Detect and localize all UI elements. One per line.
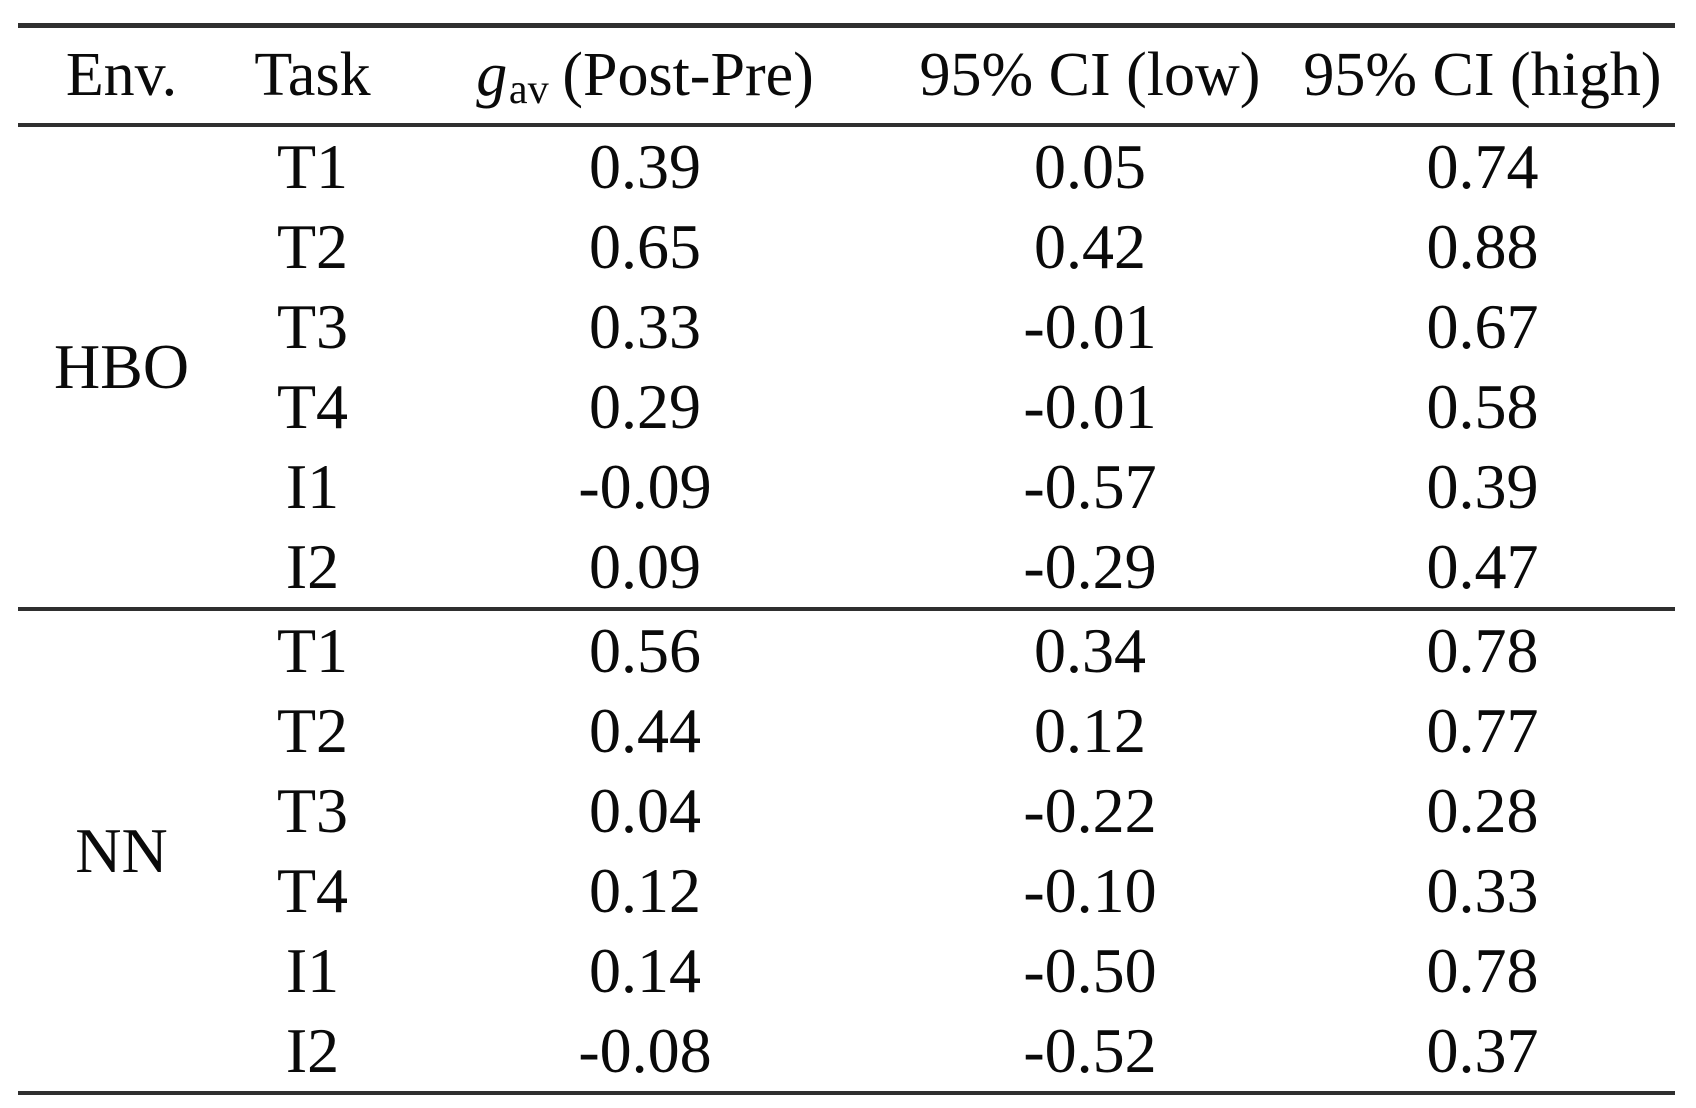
task-cell: T3 bbox=[276, 291, 349, 362]
ci-low-cell: 0.12 bbox=[1034, 695, 1146, 766]
ci-high-cell: 0.74 bbox=[1426, 131, 1539, 202]
g-value-cell: -0.08 bbox=[578, 1015, 712, 1086]
task-cell: T3 bbox=[276, 775, 349, 846]
task-cell: T4 bbox=[276, 371, 349, 442]
g-value-cell: 0.56 bbox=[589, 615, 701, 686]
table-row: I1 0.14 -0.50 0.78 bbox=[18, 931, 1675, 1011]
col-header-task: Task bbox=[225, 25, 400, 127]
col-header-env: Env. bbox=[18, 25, 225, 127]
task-cell: T4 bbox=[276, 855, 349, 926]
col-header-ci-high: 95% CI (high) bbox=[1290, 25, 1675, 127]
g-value-cell: 0.09 bbox=[400, 527, 890, 611]
task-cell: T2 bbox=[276, 211, 349, 282]
ci-high-cell: 0.28 bbox=[1426, 775, 1539, 846]
table-row: I1 -0.09 -0.57 0.39 bbox=[18, 447, 1675, 527]
col-header-ci-low: 95% CI (low) bbox=[890, 25, 1290, 127]
g-value-cell: 0.44 bbox=[589, 695, 701, 766]
ci-low-cell: -0.57 bbox=[1023, 451, 1157, 522]
table-header: Env. Task gav (Post-Pre) 95% CI (low) 95%… bbox=[18, 25, 1675, 127]
g-value-cell: 0.29 bbox=[589, 371, 701, 442]
col-header-g-postpre: gav (Post-Pre) bbox=[400, 25, 890, 127]
ci-low-cell: -0.52 bbox=[1023, 1015, 1157, 1086]
table-row: T2 0.65 0.42 0.88 bbox=[18, 207, 1675, 287]
task-cell: I1 bbox=[285, 935, 340, 1006]
ci-high-cell: 0.78 bbox=[1426, 935, 1539, 1006]
g-subscript-av: av bbox=[508, 65, 549, 113]
table-row: T3 0.33 -0.01 0.67 bbox=[18, 287, 1675, 367]
ci-high-cell: 0.39 bbox=[1426, 451, 1539, 522]
task-cell: T1 bbox=[276, 615, 349, 686]
ci-low-cell: -0.10 bbox=[1023, 855, 1157, 926]
ci-low-cell: -0.01 bbox=[1023, 291, 1157, 362]
ci-low-cell: -0.22 bbox=[1023, 775, 1157, 846]
ci-low-cell: -0.01 bbox=[1023, 371, 1157, 442]
row-group-nn: NN T1 0.56 0.34 0.78 T2 0.44 0.12 0.77 T… bbox=[18, 609, 1675, 1093]
table-row: HBO T1 0.39 0.05 0.74 bbox=[18, 125, 1675, 611]
g-value-cell: 0.12 bbox=[589, 855, 701, 926]
ci-low-cell: 0.42 bbox=[1034, 211, 1146, 282]
table-row: NN T1 0.56 0.34 0.78 bbox=[18, 609, 1675, 886]
ci-low-cell: 0.34 bbox=[1034, 615, 1146, 686]
g-post-pre-label: (Post-Pre) bbox=[562, 41, 814, 109]
ci-high-cell: 0.33 bbox=[1426, 855, 1539, 926]
effect-size-table: Env. Task gav (Post-Pre) 95% CI (low) 95%… bbox=[18, 23, 1675, 1095]
ci-high-cell: 0.88 bbox=[1426, 211, 1539, 282]
g-value-cell: -0.09 bbox=[578, 451, 712, 522]
env-group-label-nn: NN bbox=[75, 815, 168, 886]
table-row: T4 0.12 -0.10 0.33 bbox=[18, 851, 1675, 931]
ci-high-cell: 0.47 bbox=[1290, 527, 1675, 611]
header-row: Env. Task gav (Post-Pre) 95% CI (low) 95%… bbox=[18, 25, 1675, 127]
ci-low-cell: -0.29 bbox=[890, 527, 1290, 611]
g-value-cell: 0.04 bbox=[589, 775, 701, 846]
task-cell: T1 bbox=[276, 131, 349, 202]
g-value-cell: 0.39 bbox=[589, 131, 701, 202]
ci-high-cell: 0.77 bbox=[1426, 695, 1539, 766]
table-row: T2 0.44 0.12 0.77 bbox=[18, 691, 1675, 771]
g-value-cell: 0.65 bbox=[589, 211, 701, 282]
table-row: T4 0.29 -0.01 0.58 bbox=[18, 367, 1675, 447]
ci-low-cell: 0.05 bbox=[1034, 131, 1146, 202]
g-value-cell: 0.33 bbox=[589, 291, 701, 362]
task-cell: T2 bbox=[276, 695, 349, 766]
ci-high-cell: 0.67 bbox=[1426, 291, 1539, 362]
task-cell: I2 bbox=[285, 1015, 340, 1086]
table-row: T3 0.04 -0.22 0.28 bbox=[18, 771, 1675, 851]
table-row: I2 -0.08 -0.52 0.37 bbox=[18, 1011, 1675, 1093]
row-group-hbo: HBO T1 0.39 0.05 0.74 T2 0.65 0.42 0.88 … bbox=[18, 125, 1675, 611]
task-cell: I1 bbox=[285, 451, 340, 522]
g-symbol: g bbox=[476, 41, 508, 109]
g-value-cell: 0.14 bbox=[589, 935, 701, 1006]
effect-size-table-container: Env. Task gav (Post-Pre) 95% CI (low) 95%… bbox=[18, 23, 1675, 1095]
ci-high-cell: 0.37 bbox=[1426, 1015, 1539, 1086]
table-row: I2 0.09 -0.29 0.47 bbox=[18, 527, 1675, 611]
task-cell: I2 bbox=[225, 527, 400, 611]
ci-low-cell: -0.50 bbox=[1023, 935, 1157, 1006]
ci-high-cell: 0.78 bbox=[1426, 615, 1539, 686]
env-group-label-hbo: HBO bbox=[18, 125, 225, 611]
ci-high-cell: 0.58 bbox=[1426, 371, 1539, 442]
